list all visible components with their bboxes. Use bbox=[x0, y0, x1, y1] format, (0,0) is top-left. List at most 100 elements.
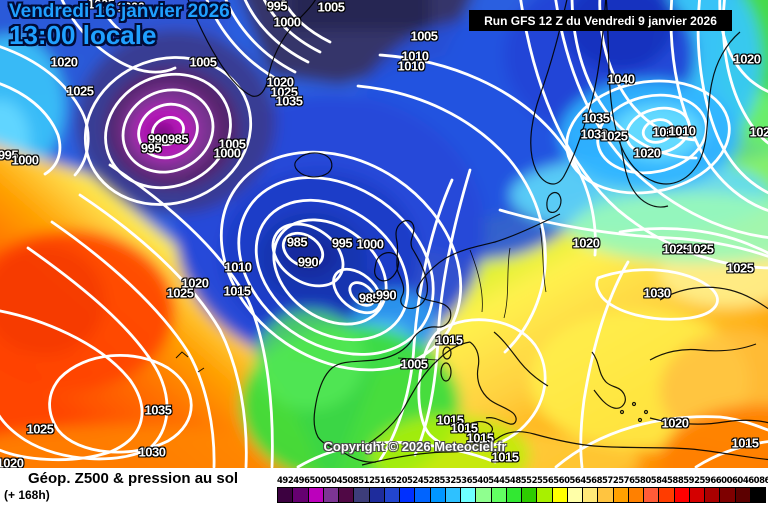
map-canvas: 1005 1000 995 1005 1000 1005 1020 1025 1020 1025 1… bbox=[0, 0, 768, 468]
pressure-label: 1015 bbox=[223, 283, 251, 299]
legend-swatch bbox=[522, 488, 537, 502]
color-scale-legend: 492 496 500 504 508 512 516 520 524 528 532 536 540 5… bbox=[277, 476, 768, 503]
pressure-label: 1005 bbox=[400, 356, 428, 372]
pressure-label: 1015 bbox=[466, 430, 494, 446]
pressure-label: 985 bbox=[286, 234, 308, 250]
isobar-contours bbox=[0, 0, 768, 468]
legend-value: 532 bbox=[439, 476, 457, 486]
legend-swatch bbox=[415, 488, 430, 502]
legend-swatch bbox=[659, 488, 674, 502]
legend-value: 584 bbox=[650, 476, 668, 486]
pressure-label: 985 bbox=[167, 131, 189, 147]
legend-swatch bbox=[491, 488, 506, 502]
legend-swatch bbox=[430, 488, 445, 502]
pressure-label: 1040 bbox=[607, 71, 635, 87]
legend-swatch bbox=[567, 488, 582, 502]
pressure-label: 1035 bbox=[582, 110, 610, 126]
legend-swatch bbox=[552, 488, 567, 502]
legend-value: 568 bbox=[585, 476, 603, 486]
legend-value: 536 bbox=[455, 476, 473, 486]
legend-swatches bbox=[277, 487, 766, 503]
legend-swatch bbox=[293, 488, 308, 502]
pressure-label: 1010 bbox=[401, 48, 429, 64]
footer-bar: Géop. Z500 & pression au sol (+ 168h) 49… bbox=[0, 468, 768, 512]
pressure-label: 1015 bbox=[435, 332, 463, 348]
legend-swatch bbox=[628, 488, 643, 502]
legend-value: 580 bbox=[634, 476, 652, 486]
model-run-banner: Run GFS 12 Z du Vendredi 9 janvier 2026 bbox=[469, 10, 732, 31]
legend-swatch bbox=[537, 488, 552, 502]
legend-swatch bbox=[750, 488, 765, 502]
pressure-label: 1010 bbox=[224, 259, 252, 275]
pressure-label: 1025 bbox=[726, 260, 754, 276]
pressure-label: 995 bbox=[140, 140, 162, 156]
pressure-label: 995 bbox=[266, 0, 288, 14]
pressure-label: 1005 bbox=[87, 0, 115, 12]
pressure-labels: 1005 1000 995 1005 1000 1005 1020 1025 1020 1025 1… bbox=[0, 0, 768, 468]
legend-value: 548 bbox=[504, 476, 522, 486]
pressure-label: 1020 bbox=[572, 235, 600, 251]
legend-value: 604 bbox=[732, 476, 749, 486]
legend-value: 592 bbox=[683, 476, 700, 486]
legend-value: 544 bbox=[488, 476, 505, 486]
legend-swatch bbox=[720, 488, 735, 502]
legend-swatch bbox=[369, 488, 384, 502]
legend-value: 556 bbox=[537, 476, 554, 486]
legend-value: 512 bbox=[358, 476, 375, 486]
legend-value: 572 bbox=[602, 476, 619, 486]
legend-value: 516 bbox=[374, 476, 392, 486]
pressure-label: 1025 bbox=[749, 124, 768, 140]
pressure-label: 1025 bbox=[600, 128, 628, 144]
pressure-label: 1025 bbox=[662, 241, 690, 257]
legend-value: 608 bbox=[748, 476, 765, 486]
legend-value: 596 bbox=[699, 476, 717, 486]
pressure-label: 1025 bbox=[166, 285, 194, 301]
pressure-label: 1015 bbox=[436, 412, 464, 428]
legend-swatch bbox=[583, 488, 598, 502]
pressure-label: 1020 bbox=[733, 51, 761, 67]
pressure-label: 1000 bbox=[356, 236, 384, 252]
pressure-label: 990 bbox=[375, 287, 397, 303]
pressure-label: 1030 bbox=[138, 444, 166, 460]
legend-values: 492 496 500 504 508 512 516 520 524 528 532 536 540 5… bbox=[277, 476, 768, 486]
pressure-label: 990 bbox=[147, 131, 169, 147]
pressure-label: 1005 bbox=[410, 28, 438, 44]
legend-swatch bbox=[689, 488, 704, 502]
legend-value: 564 bbox=[569, 476, 587, 486]
legend-value: 496 bbox=[293, 476, 310, 486]
legend-swatch bbox=[339, 488, 354, 502]
pressure-label: 1035 bbox=[275, 93, 303, 109]
legend-swatch bbox=[461, 488, 476, 502]
legend-value: 600 bbox=[715, 476, 733, 486]
pressure-label: 1005 bbox=[218, 136, 246, 152]
pressure-label: 1005 bbox=[189, 54, 217, 70]
legend-value: 576 bbox=[618, 476, 635, 486]
pressure-label: 995 bbox=[0, 147, 19, 163]
pressure-label: 1025 bbox=[270, 84, 298, 100]
forecast-step: (+ 168h) bbox=[4, 488, 50, 502]
legend-value: 520 bbox=[390, 476, 408, 486]
legend-value: 552 bbox=[520, 476, 538, 486]
legend-value: 612 bbox=[764, 476, 768, 486]
legend-swatch bbox=[308, 488, 323, 502]
pressure-label: 1030 bbox=[580, 126, 608, 142]
valid-date: Vendredi 16 janvier 2026 bbox=[9, 1, 230, 22]
pressure-label: 1035 bbox=[144, 402, 172, 418]
legend-value: 500 bbox=[309, 476, 327, 486]
legend-swatch bbox=[598, 488, 613, 502]
map-title: Géop. Z500 & pression au sol bbox=[28, 470, 239, 487]
valid-datetime: Vendredi 16 janvier 2026 13:00 locale bbox=[9, 2, 230, 49]
legend-swatch bbox=[354, 488, 369, 502]
pressure-label: 1015 bbox=[450, 420, 478, 436]
legend-value: 508 bbox=[342, 476, 359, 486]
legend-swatch bbox=[644, 488, 659, 502]
pressure-label: 1025 bbox=[686, 241, 714, 257]
map-graphic bbox=[0, 0, 768, 468]
pressure-label: 1000 bbox=[11, 152, 39, 168]
pressure-label: 985 bbox=[358, 290, 380, 306]
pressure-label: 1000 bbox=[273, 14, 301, 30]
pressure-label: 1015 bbox=[491, 449, 519, 465]
legend-swatch bbox=[674, 488, 689, 502]
coastlines bbox=[175, 0, 768, 466]
legend-value: 528 bbox=[423, 476, 440, 486]
